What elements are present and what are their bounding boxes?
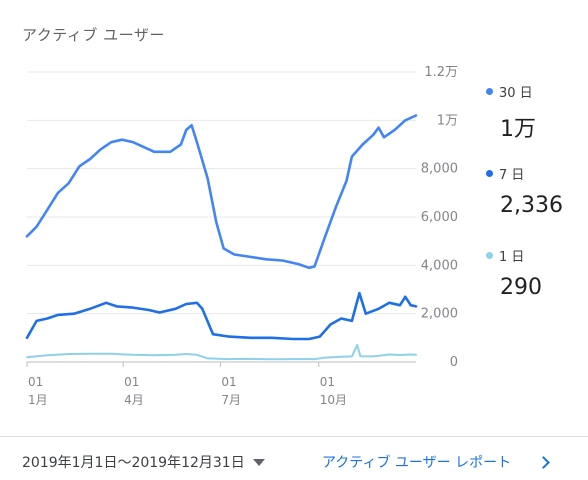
legend-label: 1 日 — [499, 250, 525, 265]
legend-dot-icon — [486, 170, 493, 177]
legend-label: 30 日 — [499, 86, 533, 101]
legend-item-30d[interactable]: 30 日 1万 — [486, 82, 536, 143]
x-tick-month-label: 7月 — [221, 393, 241, 407]
legend-value: 1万 — [500, 117, 536, 142]
x-tick-month-label: 1月 — [28, 393, 48, 407]
legend-dot-icon — [486, 88, 493, 95]
y-tick-label: 1万 — [437, 113, 458, 128]
legend-7d: 7 日 2,336 — [486, 164, 563, 218]
x-tick-label: 01 — [221, 375, 236, 389]
series-line-1d[interactable] — [26, 344, 417, 361]
legend-1d: 1 日 290 — [486, 246, 542, 300]
report-link-label: アクティブ ユーザー レポート — [322, 455, 512, 471]
y-tick-label: 4,000 — [421, 258, 458, 273]
legend-dot-icon — [486, 252, 493, 259]
card-title: アクティブ ユーザー — [22, 26, 165, 44]
footer-divider — [0, 436, 588, 437]
y-tick-label: 8,000 — [421, 162, 458, 177]
chevron-right-icon — [537, 455, 550, 469]
y-tick-label: 1.2万 — [424, 65, 458, 80]
date-range-selector[interactable]: 2019年1月1日～2019年12月31日 — [22, 452, 265, 472]
active-users-chart: 1.2万 1万 8,000 6,000 4,000 2,000 0 01 1月 01 4月 01 7月 0… — [25, 65, 458, 407]
legend: 30 日 1万 — [486, 82, 536, 143]
caret-down-icon — [252, 458, 265, 466]
active-users-report-link[interactable]: アクティブ ユーザー レポート — [322, 452, 550, 472]
legend-value: 2,336 — [500, 193, 563, 218]
legend-item-1d[interactable]: 1 日 290 — [486, 246, 542, 300]
y-tick-label: 6,000 — [421, 210, 458, 225]
legend-item-7d[interactable]: 7 日 2,336 — [486, 164, 563, 218]
date-range-label: 2019年1月1日～2019年12月31日 — [22, 455, 245, 471]
legend-label: 7 日 — [499, 168, 525, 183]
x-tick-month-label: 4月 — [124, 393, 144, 407]
y-tick-label: 2,000 — [421, 307, 458, 322]
series-line-7d[interactable] — [25, 291, 418, 341]
y-tick-label: 0 — [450, 355, 458, 370]
x-tick-label: 01 — [320, 375, 335, 389]
series-line-30d[interactable] — [25, 114, 418, 270]
x-tick-label: 01 — [124, 375, 139, 389]
legend-value: 290 — [500, 275, 542, 300]
x-tick-month-label: 10月 — [320, 393, 347, 407]
x-tick-label: 01 — [28, 375, 43, 389]
